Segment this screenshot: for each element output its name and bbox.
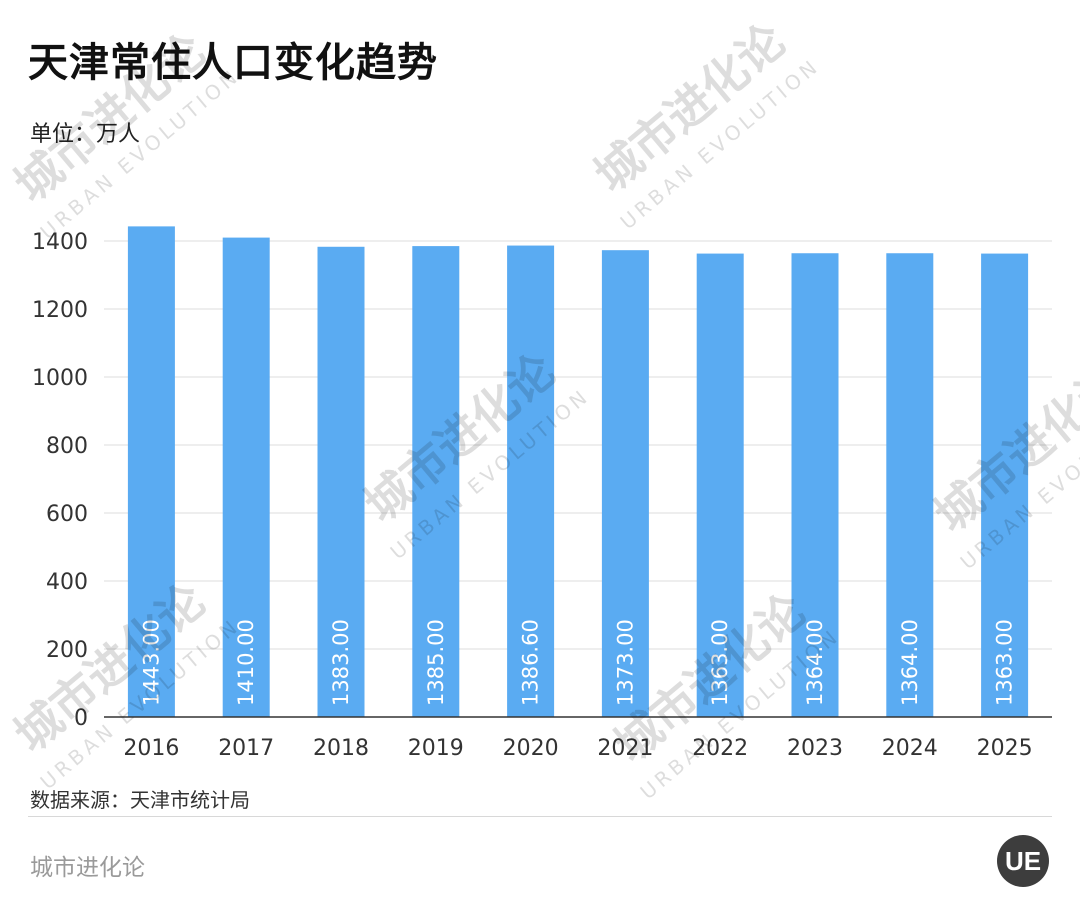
data-label: 1364.00 — [803, 619, 827, 706]
data-label: 1385.00 — [424, 619, 448, 706]
y-tick-label: 0 — [74, 706, 88, 731]
data-label: 1363.00 — [708, 619, 732, 706]
bar — [412, 246, 460, 717]
data-label: 1363.00 — [993, 619, 1017, 706]
bar — [317, 246, 365, 717]
unit-label: 单位：万人 — [30, 122, 141, 147]
data-label: 1383.00 — [329, 619, 353, 706]
y-tick-label: 200 — [46, 638, 88, 663]
data-label: 1443.00 — [139, 619, 163, 706]
y-tick-label: 600 — [46, 502, 88, 527]
bar — [222, 237, 270, 717]
y-tick-label: 400 — [46, 570, 88, 595]
bar — [507, 245, 555, 717]
bar — [601, 250, 649, 717]
x-tick-label: 2018 — [313, 736, 369, 761]
footer-divider — [28, 816, 1052, 817]
logo-text: UE — [1005, 846, 1041, 876]
bar — [981, 253, 1029, 717]
data-label: 1364.00 — [898, 619, 922, 706]
data-source: 数据来源：天津市统计局 — [30, 788, 250, 812]
bar — [127, 226, 175, 717]
data-label: 1410.00 — [234, 619, 258, 706]
brand-logo-icon: UE — [997, 835, 1049, 887]
x-tick-label: 2021 — [597, 736, 653, 761]
y-tick-label: 1400 — [32, 230, 88, 255]
bar — [886, 253, 934, 718]
y-tick-label: 1000 — [32, 366, 88, 391]
chart-title: 天津常住人口变化趋势 — [28, 40, 438, 86]
brand-name: 城市进化论 — [30, 855, 145, 881]
y-tick-label: 1200 — [32, 298, 88, 323]
x-tick-label: 2017 — [218, 736, 274, 761]
x-tick-label: 2019 — [408, 736, 464, 761]
x-tick-label: 2016 — [123, 736, 179, 761]
x-tick-label: 2023 — [787, 736, 843, 761]
y-tick-label: 800 — [46, 434, 88, 459]
data-label: 1373.00 — [613, 619, 637, 706]
x-tick-label: 2020 — [503, 736, 559, 761]
bar — [696, 253, 744, 717]
x-tick-label: 2024 — [882, 736, 938, 761]
bar — [791, 253, 839, 718]
data-label: 1386.60 — [519, 619, 543, 706]
bar-chart: 0 200 400 600 800 1000 1200 1400 1443.00 2016 1410… — [32, 226, 1052, 761]
x-tick-label: 2025 — [977, 736, 1033, 761]
x-tick-label: 2022 — [692, 736, 748, 761]
